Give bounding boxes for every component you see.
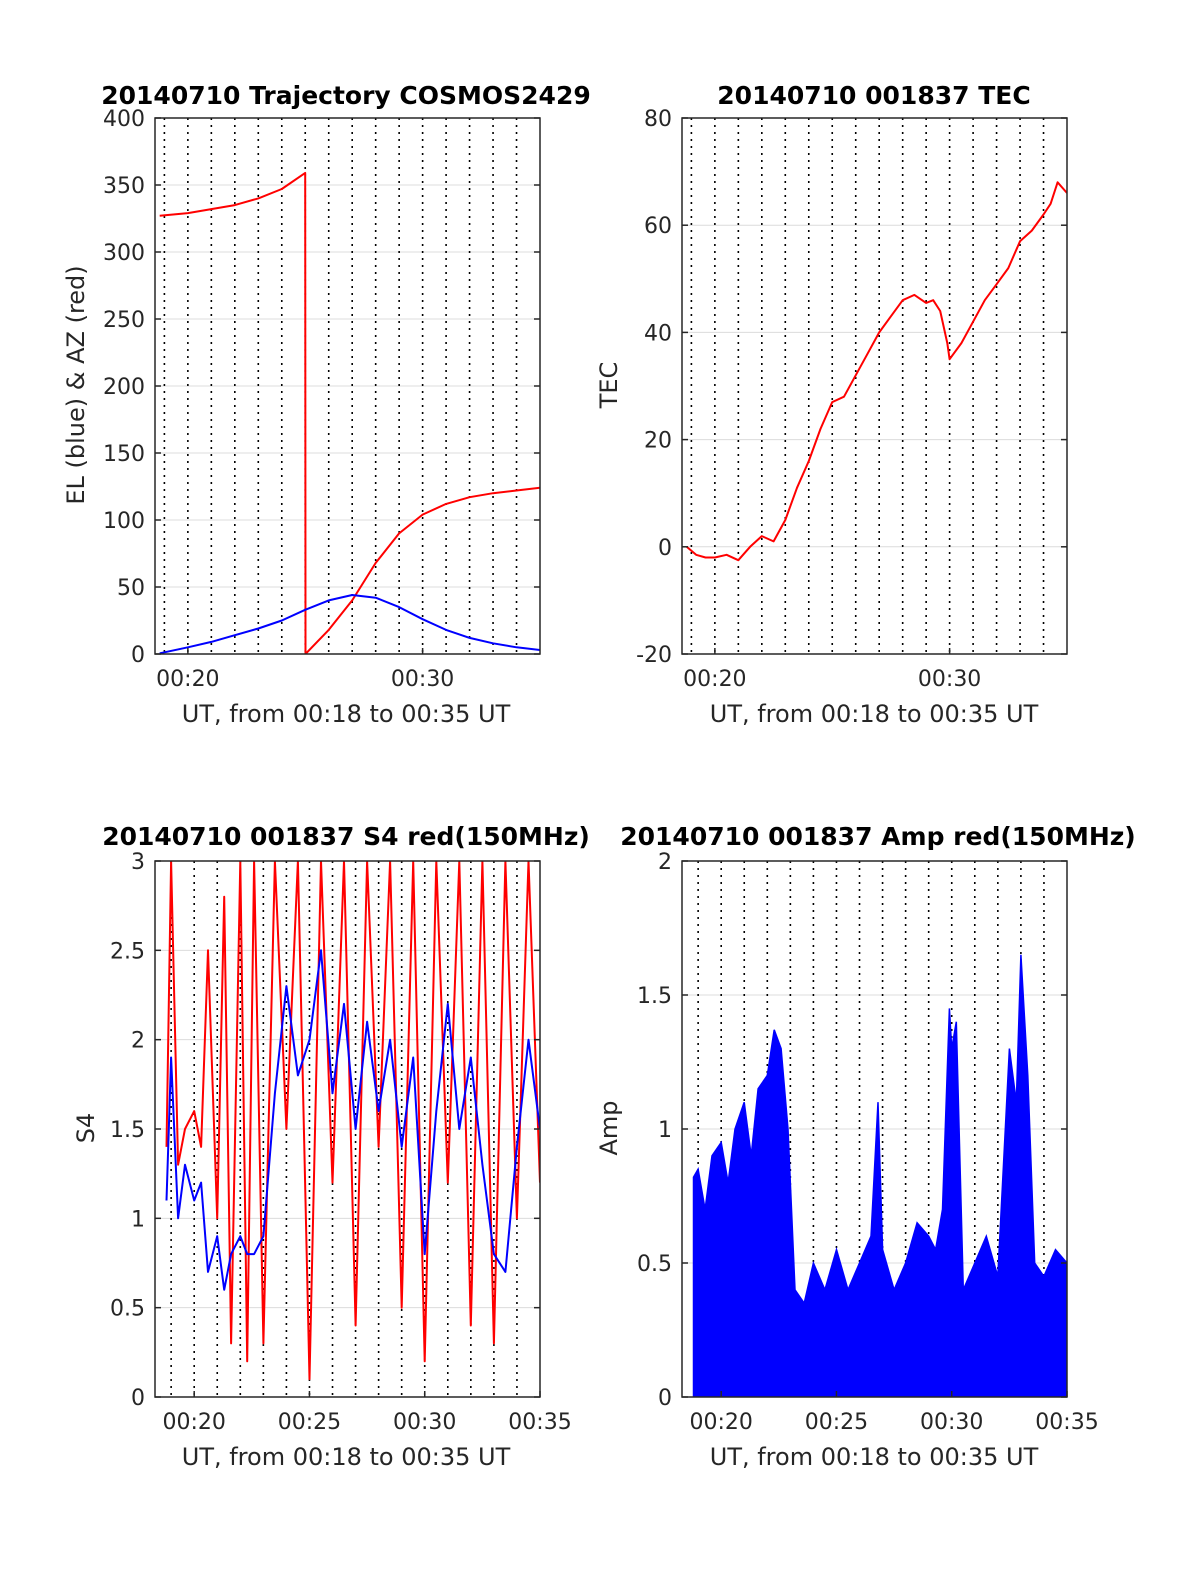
trajectory-ytick-label: 250 — [103, 308, 145, 333]
s4-series-1 — [165, 949, 540, 1291]
trajectory-ytick-label: 0 — [131, 643, 145, 668]
trajectory-series-1 — [159, 594, 540, 654]
trajectory-ytick-label: 200 — [103, 375, 145, 400]
amp-ytick-label: 1.5 — [637, 984, 672, 1009]
trajectory-xlabel: UT, from 00:18 to 00:35 UT — [182, 700, 511, 728]
amp-panel: 20140710 001837 Amp red(150MHz) UT, from… — [595, 822, 1136, 1471]
s4-panel: 20140710 001837 S4 red(150MHz) UT, from … — [72, 822, 590, 1471]
s4-xtick-label: 00:20 — [162, 1410, 225, 1435]
tec-ytick-label: 0 — [658, 536, 672, 561]
amp-xtick-label: 00:20 — [689, 1410, 752, 1435]
amp-ytick-label: 1 — [658, 1118, 672, 1143]
tec-ylabel: TEC — [595, 362, 623, 410]
trajectory-ytick-label: 100 — [103, 509, 145, 534]
tec-title: 20140710 001837 TEC — [717, 81, 1030, 110]
amp-title: 20140710 001837 Amp red(150MHz) — [620, 822, 1136, 851]
trajectory-ytick-label: 150 — [103, 442, 145, 467]
s4-ytick-label: 3 — [131, 850, 145, 875]
s4-ytick-label: 0 — [131, 1386, 145, 1411]
tec-axes-box — [681, 117, 1068, 655]
tec-ytick-label: 60 — [644, 214, 672, 239]
s4-ytick-label: 1.5 — [110, 1118, 145, 1143]
tec-xtick-label: 00:30 — [918, 667, 981, 692]
amp-xtick-label: 00:35 — [1035, 1410, 1098, 1435]
s4-ytick-label: 1 — [131, 1207, 145, 1232]
s4-xtick-label: 00:35 — [508, 1410, 571, 1435]
tec-ytick-label: 20 — [644, 429, 672, 454]
amp-xtick-label: 00:25 — [805, 1410, 868, 1435]
trajectory-series-0 — [159, 171, 540, 654]
trajectory-ylabel: EL (blue) & AZ (red) — [62, 265, 90, 504]
trajectory-ytick-label: 350 — [103, 174, 145, 199]
tec-ytick-label: 40 — [644, 321, 672, 346]
s4-ytick-label: 2 — [131, 1029, 145, 1054]
amp-series-0 — [692, 954, 1067, 1397]
s4-title: 20140710 001837 S4 red(150MHz) — [102, 822, 590, 851]
amp-xlabel: UT, from 00:18 to 00:35 UT — [710, 1443, 1039, 1471]
trajectory-ytick-label: 50 — [117, 576, 145, 601]
s4-xtick-label: 00:25 — [278, 1410, 341, 1435]
s4-ylabel: S4 — [72, 1113, 100, 1144]
s4-ytick-label: 2.5 — [110, 939, 145, 964]
s4-ytick-label: 0.5 — [110, 1297, 145, 1322]
tec-xlabel: UT, from 00:18 to 00:35 UT — [710, 700, 1039, 728]
amp-ytick-label: 2 — [658, 850, 672, 875]
amp-ytick-label: 0 — [658, 1386, 672, 1411]
s4-series-0 — [165, 861, 540, 1381]
trajectory-title: 20140710 Trajectory COSMOS2429 — [101, 81, 591, 110]
trajectory-ytick-label: 400 — [103, 107, 145, 132]
amp-ylabel: Amp — [595, 1100, 623, 1155]
trajectory-panel: 20140710 Trajectory COSMOS2429 UT, from … — [62, 81, 591, 728]
trajectory-ytick-label: 300 — [103, 241, 145, 266]
trajectory-xtick-label: 00:30 — [391, 667, 454, 692]
amp-xtick-label: 00:30 — [920, 1410, 983, 1435]
trajectory-xtick-label: 00:20 — [156, 667, 219, 692]
tec-panel: 20140710 001837 TEC UT, from 00:18 to 00… — [595, 81, 1068, 728]
tec-series-0 — [686, 181, 1067, 562]
tec-ytick-label: 80 — [644, 107, 672, 132]
amp-ytick-label: 0.5 — [637, 1252, 672, 1277]
s4-xtick-label: 00:30 — [393, 1410, 456, 1435]
tec-xtick-label: 00:20 — [683, 667, 746, 692]
tec-ytick-label: -20 — [636, 643, 672, 668]
s4-xlabel: UT, from 00:18 to 00:35 UT — [182, 1443, 511, 1471]
